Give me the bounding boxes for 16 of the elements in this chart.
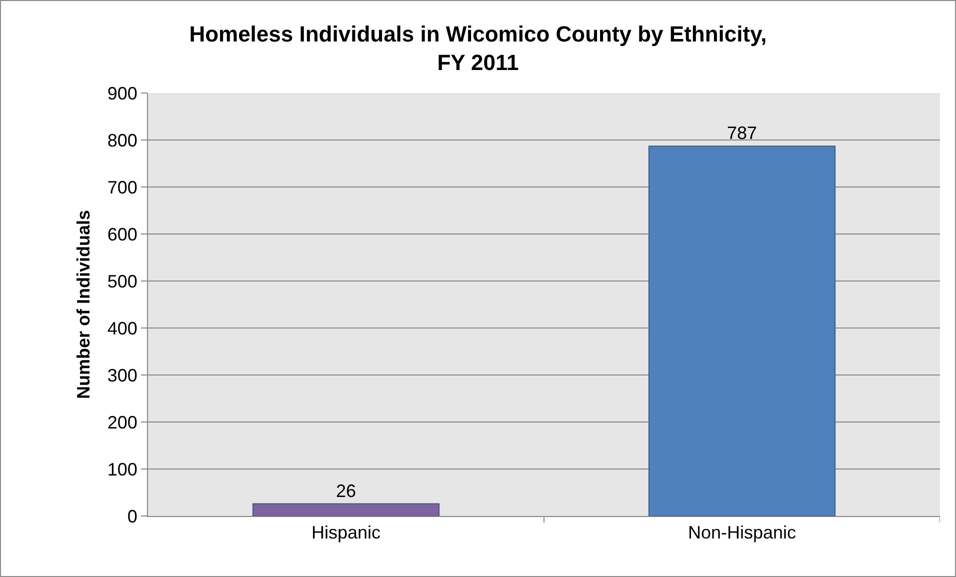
y-tick-label: 400 bbox=[107, 318, 138, 338]
x-tick-label: Hispanic bbox=[311, 522, 381, 543]
chart-title: Homeless Individuals in Wicomico County by Ethnicity, FY 2011 bbox=[189, 21, 767, 75]
data-label: 787 bbox=[726, 123, 758, 144]
y-tick-label: 300 bbox=[107, 365, 138, 386]
y-tick-label: 800 bbox=[107, 130, 138, 150]
y-tick-label: 700 bbox=[107, 177, 138, 198]
data-label: 26 bbox=[336, 480, 356, 501]
x-tick-label: Non-Hispanic bbox=[688, 522, 796, 543]
y-tick-label: 500 bbox=[107, 271, 138, 292]
y-axis-title: Number of Individuals bbox=[74, 210, 94, 400]
y-tick-label: 600 bbox=[107, 224, 138, 244]
y-tick-label: 0 bbox=[127, 506, 138, 526]
y-tick-label: 100 bbox=[107, 459, 138, 480]
y-tick-label: 200 bbox=[107, 412, 138, 432]
y-tick-label: 900 bbox=[107, 83, 138, 104]
